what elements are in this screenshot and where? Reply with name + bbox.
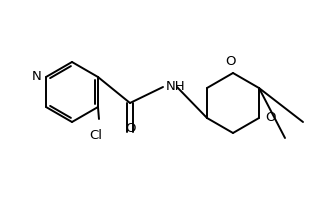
Text: Cl: Cl [89,129,102,142]
Text: N: N [31,70,41,82]
Text: O: O [126,122,136,135]
Text: O: O [226,55,236,68]
Text: NH: NH [166,79,185,92]
Text: O: O [265,110,275,124]
